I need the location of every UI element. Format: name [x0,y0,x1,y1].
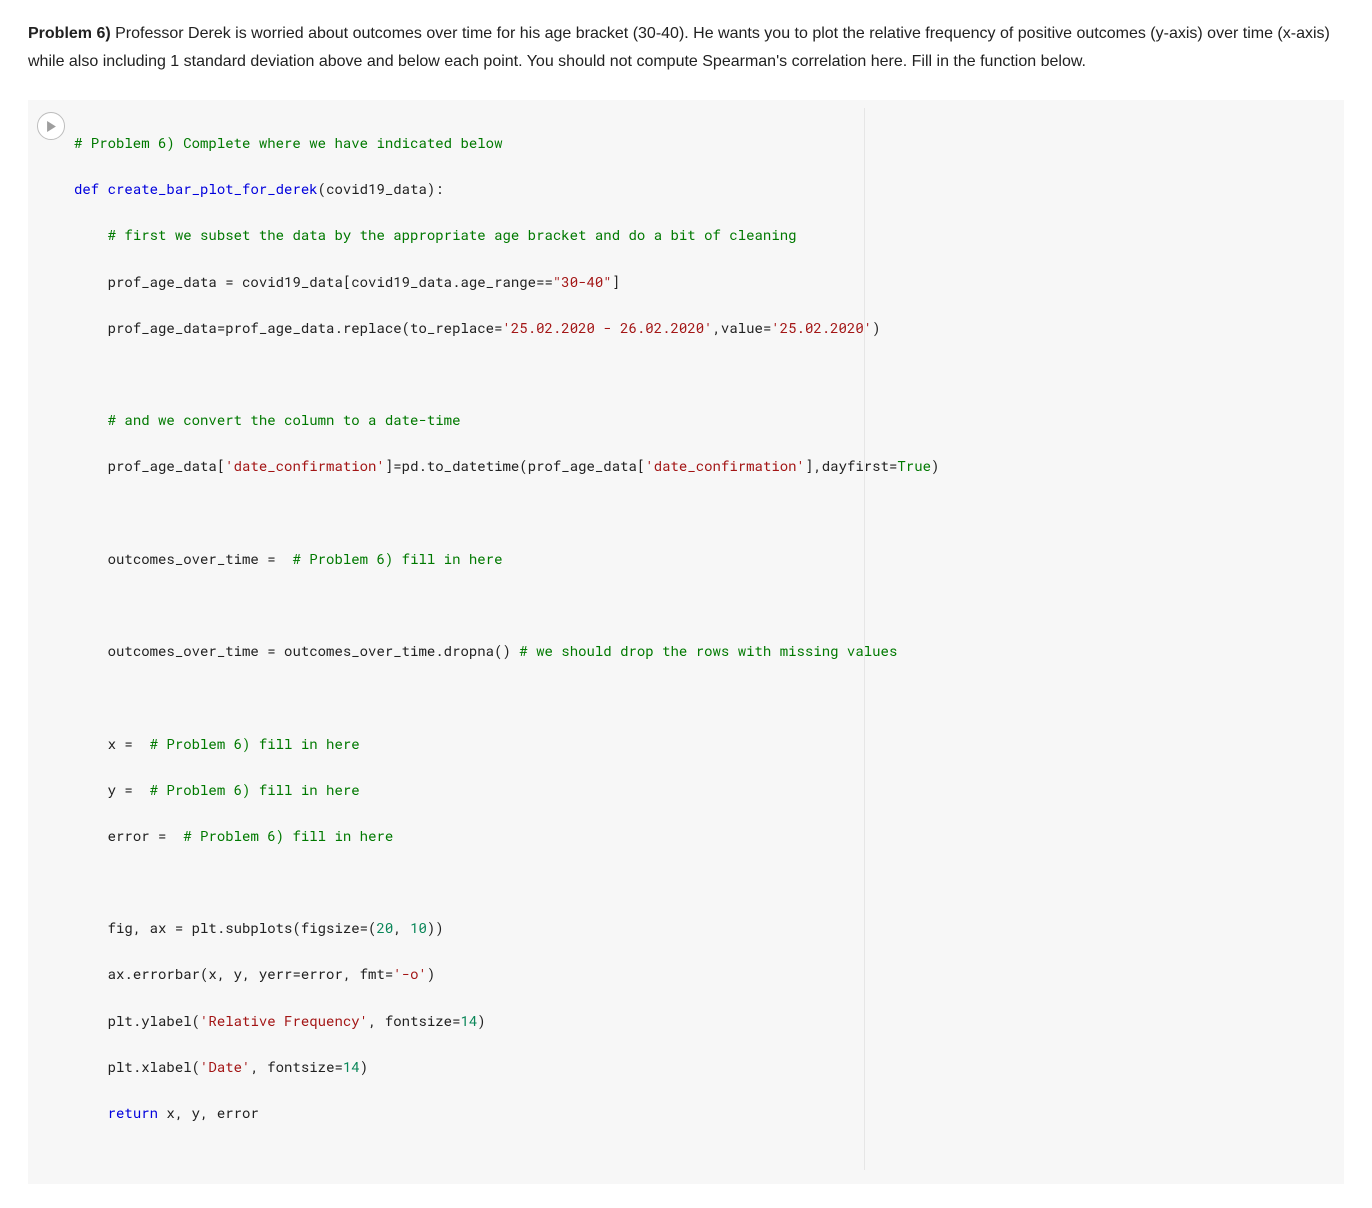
code-line: outcomes_over_time = outcomes_over_time.… [74,639,1324,662]
code-line: y = # Problem 6) fill in here [74,778,1324,801]
code-line: plt.xlabel('Date', fontsize=14) [74,1055,1324,1078]
code-line: # first we subset the data by the approp… [74,223,1324,246]
code-line: # Problem 6) Complete where we have indi… [74,131,1324,154]
code-line: x = # Problem 6) fill in here [74,732,1324,755]
code-line [74,870,1324,893]
code-line: ax.errorbar(x, y, yerr=error, fmt='-o') [74,962,1324,985]
code-line: def create_bar_plot_for_derek(covid19_da… [74,177,1324,200]
code-line: return x, y, error [74,1101,1324,1124]
play-icon [46,121,57,132]
code-line: prof_age_data=prof_age_data.replace(to_r… [74,316,1324,339]
cell-gutter [28,108,74,1170]
problem-statement: Problem 6) Professor Derek is worried ab… [28,20,1344,76]
problem-label: Problem 6) [28,25,111,42]
code-line: prof_age_data['date_confirmation']=pd.to… [74,454,1324,477]
code-line [74,593,1324,616]
code-line: # and we convert the column to a date-ti… [74,408,1324,431]
code-line: plt.ylabel('Relative Frequency', fontsiz… [74,1009,1324,1032]
code-line: prof_age_data = covid19_data[covid19_dat… [74,270,1324,293]
code-line [74,685,1324,708]
code-line: outcomes_over_time = # Problem 6) fill i… [74,547,1324,570]
code-line [74,362,1324,385]
code-editor[interactable]: # Problem 6) Complete where we have indi… [74,108,1344,1170]
run-button[interactable] [37,112,65,140]
problem-body: Professor Derek is worried about outcome… [28,25,1330,70]
page-root: Problem 6) Professor Derek is worried ab… [0,0,1372,1208]
code-line: error = # Problem 6) fill in here [74,824,1324,847]
code-line [74,501,1324,524]
code-cell: # Problem 6) Complete where we have indi… [28,100,1344,1184]
code-line: fig, ax = plt.subplots(figsize=(20, 10)) [74,916,1324,939]
